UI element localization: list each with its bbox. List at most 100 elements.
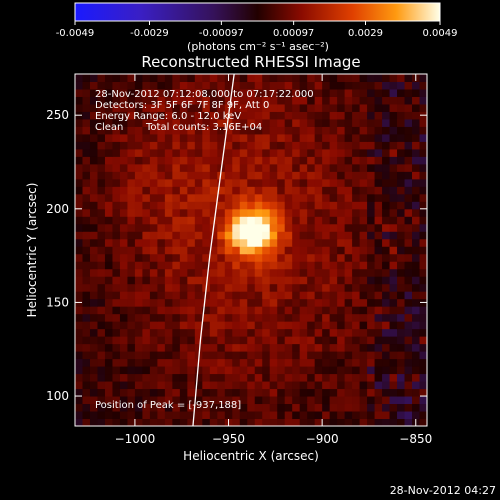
heatmap-cell <box>397 253 406 262</box>
heatmap-cell <box>337 178 346 187</box>
heatmap-cell <box>194 268 203 277</box>
heatmap-cell <box>412 298 421 307</box>
heatmap-cell <box>322 336 331 345</box>
heatmap-cell <box>389 246 398 255</box>
heatmap-cell <box>307 306 316 315</box>
heatmap-cell <box>194 201 203 210</box>
heatmap-cell <box>224 201 233 210</box>
heatmap-cell <box>262 156 271 165</box>
heatmap-cell <box>202 328 211 337</box>
heatmap-cell <box>262 403 271 412</box>
heatmap-cell <box>269 178 278 187</box>
heatmap-cell <box>307 178 316 187</box>
heatmap-cell <box>202 163 211 172</box>
heatmap-cell <box>82 223 91 232</box>
heatmap-cell <box>187 343 196 352</box>
heatmap-cell <box>134 74 143 82</box>
heatmap-cell <box>164 411 173 420</box>
heatmap-cell <box>389 298 398 307</box>
heatmap-cell <box>89 208 98 217</box>
heatmap-cell <box>337 186 346 195</box>
heatmap-cell <box>359 373 368 382</box>
heatmap-cell <box>307 156 316 165</box>
heatmap-cell <box>367 118 376 127</box>
heatmap-cell <box>367 81 376 90</box>
heatmap-cell <box>142 328 151 337</box>
heatmap-cell <box>127 223 136 232</box>
heatmap-cell <box>127 201 136 210</box>
heatmap-cell <box>367 268 376 277</box>
heatmap-cell <box>217 411 226 420</box>
heatmap-cell <box>329 328 338 337</box>
heatmap-cell <box>217 336 226 345</box>
heatmap-cell <box>412 81 421 90</box>
heatmap-cell <box>89 133 98 142</box>
heatmap-cell <box>89 88 98 97</box>
heatmap-cell <box>104 306 113 315</box>
heatmap-cell <box>142 366 151 375</box>
heatmap-cell <box>224 141 233 150</box>
heatmap-cell <box>134 261 143 270</box>
heatmap-cell <box>359 418 368 426</box>
heatmap-cell <box>164 231 173 240</box>
heatmap-cell <box>142 253 151 262</box>
heatmap-cell <box>299 81 308 90</box>
heatmap-cell <box>352 96 361 105</box>
heatmap-cell <box>217 403 226 412</box>
heatmap-cell <box>97 74 106 82</box>
heatmap-cell <box>314 126 323 135</box>
heatmap-cell <box>194 328 203 337</box>
heatmap-cell <box>112 381 121 390</box>
heatmap-cell <box>329 411 338 420</box>
heatmap-cell <box>119 313 128 322</box>
heatmap-cell <box>322 411 331 420</box>
heatmap-cell <box>329 96 338 105</box>
heatmap-cell <box>367 126 376 135</box>
heatmap-cell <box>337 88 346 97</box>
heatmap-cell <box>284 321 293 330</box>
heatmap-cell <box>217 298 226 307</box>
heatmap-cell <box>97 291 106 300</box>
heatmap-cell <box>217 148 226 157</box>
heatmap-cell <box>322 148 331 157</box>
heatmap-cell <box>187 388 196 397</box>
heatmap-cell <box>344 141 353 150</box>
heatmap-cell <box>344 103 353 112</box>
heatmap-cell <box>397 418 406 426</box>
heatmap-cell <box>262 126 271 135</box>
heatmap-cell <box>202 178 211 187</box>
heatmap-cell <box>382 186 391 195</box>
heatmap-cell <box>322 88 331 97</box>
heatmap-cell <box>142 238 151 247</box>
heatmap-cell <box>134 351 143 360</box>
heatmap-cell <box>412 141 421 150</box>
heatmap-cell <box>382 268 391 277</box>
heatmap-cell <box>119 96 128 105</box>
heatmap-cell <box>307 88 316 97</box>
heatmap-cell <box>314 103 323 112</box>
heatmap-cell <box>164 238 173 247</box>
heatmap-cell <box>172 306 181 315</box>
heatmap-cell <box>239 81 248 90</box>
heatmap-cell <box>89 246 98 255</box>
heatmap-cell <box>397 246 406 255</box>
heatmap-cell <box>247 261 256 270</box>
heatmap-cell <box>172 336 181 345</box>
heatmap-cell <box>232 74 241 82</box>
heatmap-cell <box>307 74 316 82</box>
heatmap-cell <box>337 313 346 322</box>
heatmap-cell <box>209 163 218 172</box>
heatmap-cell <box>164 223 173 232</box>
heatmap-cell <box>329 246 338 255</box>
heatmap-cell <box>419 96 427 105</box>
heatmap-cell <box>97 141 106 150</box>
heatmap-cell <box>314 328 323 337</box>
heatmap-cell <box>352 276 361 285</box>
heatmap-cell <box>269 81 278 90</box>
heatmap-cell <box>397 141 406 150</box>
heatmap-cell <box>187 148 196 157</box>
heatmap-cell <box>202 366 211 375</box>
heatmap-cell <box>217 306 226 315</box>
heatmap-cell <box>344 118 353 127</box>
heatmap-cell <box>104 291 113 300</box>
